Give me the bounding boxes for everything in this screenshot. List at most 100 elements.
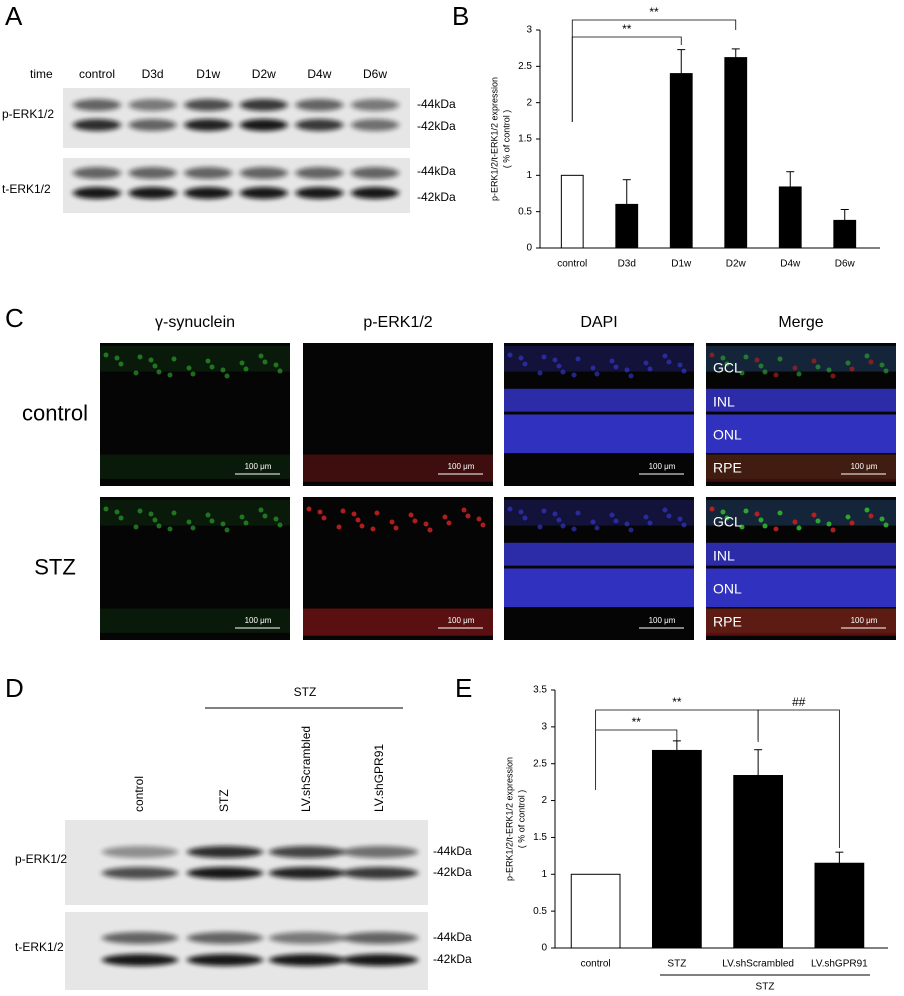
cell <box>590 519 596 525</box>
blot-band <box>351 167 399 179</box>
significance-label: ** <box>632 715 642 729</box>
cell <box>507 506 513 512</box>
cell <box>556 517 562 523</box>
cell <box>662 353 668 359</box>
cell <box>114 509 120 515</box>
blot-band <box>351 99 399 111</box>
y-tick-label: 2 <box>541 795 547 806</box>
cell <box>830 373 836 379</box>
blot-band <box>73 119 121 131</box>
layer-label: ONL <box>713 427 742 443</box>
blot-band <box>187 867 263 879</box>
blot-band <box>128 99 177 111</box>
bar <box>833 219 857 249</box>
cell <box>465 513 471 519</box>
cell <box>446 520 452 526</box>
cell <box>575 356 581 362</box>
tissue-layer <box>706 608 896 636</box>
cell <box>879 516 885 522</box>
scale-bar-label: 100 μm <box>245 616 272 625</box>
cell <box>681 522 687 528</box>
panel-label: E <box>455 673 472 703</box>
cell <box>762 369 768 375</box>
y-tick-label: 0.5 <box>518 206 532 217</box>
cell <box>552 511 558 517</box>
cell <box>594 371 600 377</box>
significance-label: ** <box>649 5 659 19</box>
layer-label: GCL <box>713 514 742 530</box>
blot-background <box>63 88 410 148</box>
cell <box>258 353 264 359</box>
cell <box>609 512 615 518</box>
tissue-layer <box>504 499 694 526</box>
tissue-layer <box>706 414 896 454</box>
blot-band <box>269 954 345 966</box>
cell <box>830 527 836 533</box>
cell <box>103 352 109 358</box>
tissue-layer <box>504 568 694 608</box>
kda-marker: -44kDa <box>417 97 456 111</box>
cell <box>262 513 268 519</box>
cell <box>724 361 730 367</box>
cell <box>864 507 870 513</box>
tissue-layer <box>504 345 694 372</box>
cell <box>273 362 279 368</box>
bar <box>814 862 865 949</box>
cell <box>647 366 653 372</box>
blot-band <box>184 119 233 131</box>
cell <box>389 519 395 525</box>
y-tick-label: 2.5 <box>518 61 532 72</box>
significance-bracket <box>571 36 682 122</box>
cell <box>205 358 211 364</box>
cell <box>709 352 715 358</box>
kda-marker: -42kDa <box>433 865 472 879</box>
blot-band <box>239 99 288 111</box>
cell <box>273 516 279 522</box>
y-tick-label: 1.5 <box>518 134 532 145</box>
cell <box>883 522 889 528</box>
group-label: STZ <box>294 685 317 699</box>
cell <box>518 509 524 515</box>
tissue-layer <box>706 345 896 372</box>
blot-band <box>73 167 121 179</box>
panel-label: B <box>452 1 469 31</box>
significance-bracket <box>757 709 840 848</box>
cell <box>118 361 124 367</box>
lane-label: control <box>79 67 115 81</box>
cell <box>522 515 528 521</box>
cell <box>845 514 851 520</box>
cell <box>560 523 566 529</box>
blot-band <box>102 867 178 879</box>
cell <box>556 363 562 369</box>
cell <box>552 357 558 363</box>
panel-label: A <box>5 1 23 31</box>
scale-bar-label: 100 μm <box>851 462 878 471</box>
cell <box>220 521 226 527</box>
cell <box>815 364 821 370</box>
y-tick-label: 3 <box>541 721 547 732</box>
tissue-layer <box>706 542 896 566</box>
cell <box>442 514 448 520</box>
cell <box>518 355 524 361</box>
panel-label: D <box>5 673 24 703</box>
cell <box>628 527 634 533</box>
bar <box>652 749 702 949</box>
cell <box>370 526 376 532</box>
cell <box>643 514 649 520</box>
significance-label: ** <box>672 695 682 709</box>
channel-label: Merge <box>778 314 823 331</box>
blot-band <box>128 119 177 131</box>
cell <box>355 517 361 523</box>
x-tick-label: D6w <box>835 259 856 270</box>
micrograph <box>303 497 493 640</box>
lane-label: LV.shGPR91 <box>372 744 386 812</box>
cell <box>114 355 120 361</box>
blot-band <box>187 932 263 944</box>
cell <box>613 364 619 370</box>
significance-bracket <box>571 19 737 122</box>
cell <box>190 525 196 531</box>
blot-band <box>295 167 344 179</box>
tissue-layer <box>706 454 896 479</box>
blot-band <box>239 119 288 131</box>
cell <box>351 511 357 517</box>
